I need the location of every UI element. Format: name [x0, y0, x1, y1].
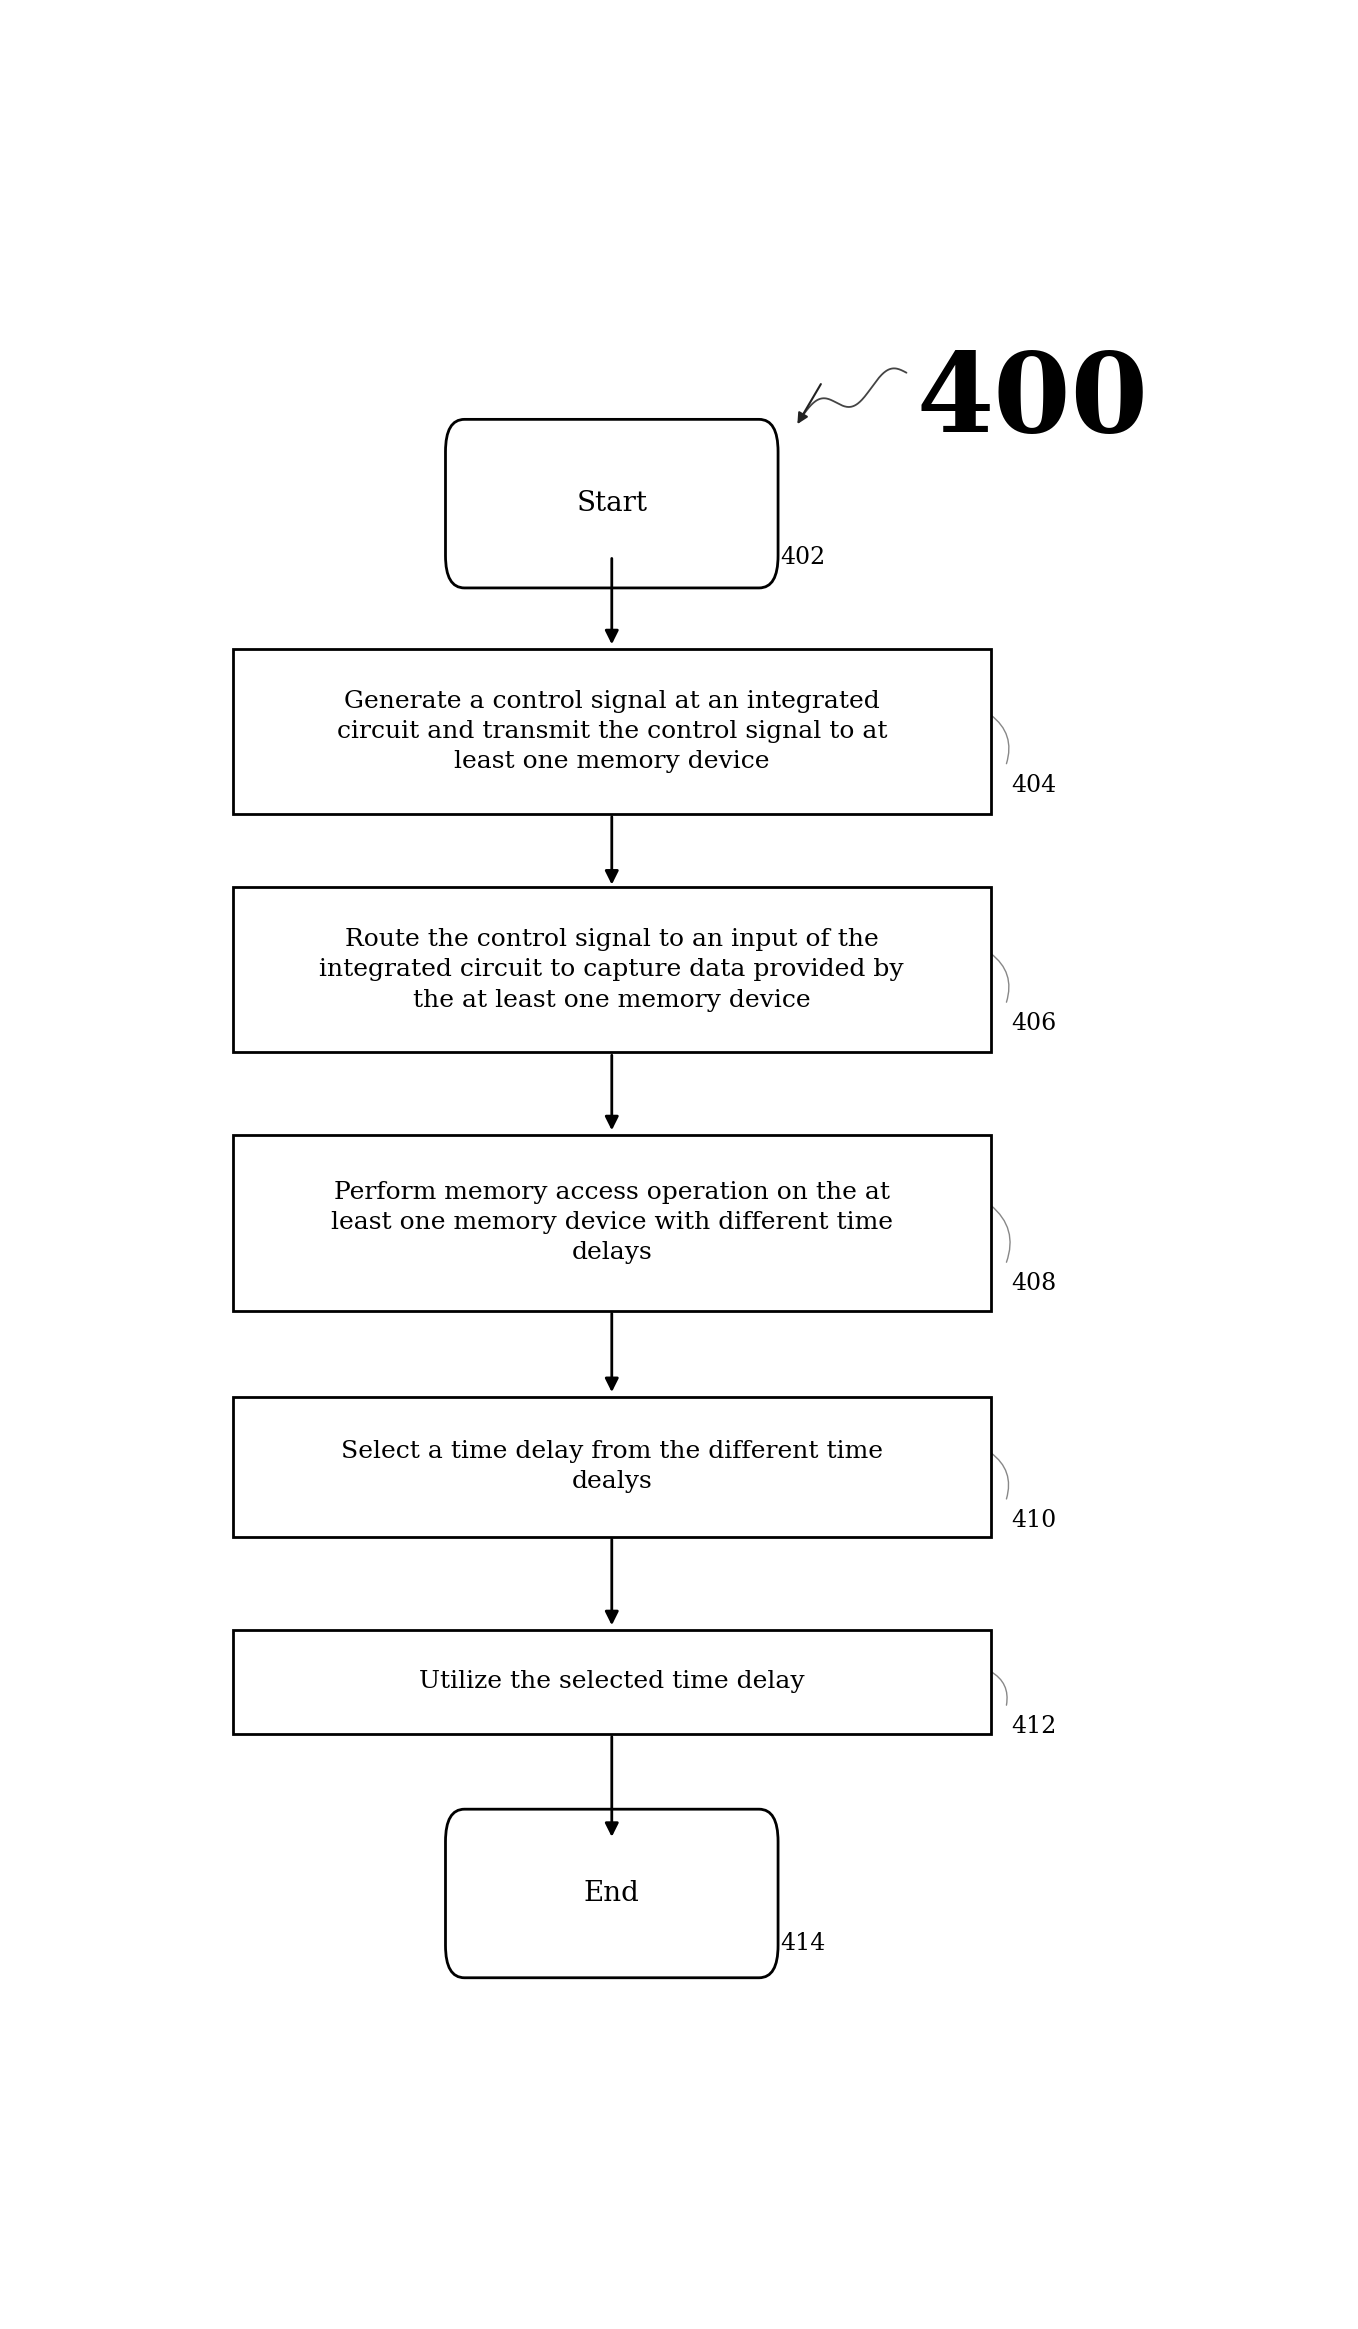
Bar: [234, 1134, 991, 1311]
Text: 404: 404: [1012, 773, 1057, 797]
Text: Perform memory access operation on the at
least one memory device with different: Perform memory access operation on the a…: [331, 1181, 892, 1265]
Bar: [234, 650, 991, 813]
Text: 414: 414: [779, 1933, 826, 1954]
Text: Route the control signal to an input of the
integrated circuit to capture data p: Route the control signal to an input of …: [319, 929, 904, 1011]
Text: 406: 406: [1012, 1013, 1057, 1034]
Text: 410: 410: [1012, 1509, 1057, 1532]
Text: 412: 412: [1012, 1714, 1057, 1737]
Text: 408: 408: [1012, 1272, 1057, 1295]
Text: Select a time delay from the different time
dealys: Select a time delay from the different t…: [341, 1439, 883, 1493]
Bar: [234, 1397, 991, 1537]
Text: 402: 402: [779, 545, 826, 568]
Text: Utilize the selected time delay: Utilize the selected time delay: [420, 1670, 804, 1693]
Bar: [234, 887, 991, 1053]
Text: Generate a control signal at an integrated
circuit and transmit the control sign: Generate a control signal at an integrat…: [337, 689, 887, 773]
FancyBboxPatch shape: [445, 419, 778, 587]
Text: End: End: [584, 1880, 640, 1907]
FancyBboxPatch shape: [445, 1810, 778, 1977]
Text: Start: Start: [576, 489, 648, 517]
Text: 400: 400: [917, 347, 1149, 454]
Bar: [234, 1630, 991, 1733]
